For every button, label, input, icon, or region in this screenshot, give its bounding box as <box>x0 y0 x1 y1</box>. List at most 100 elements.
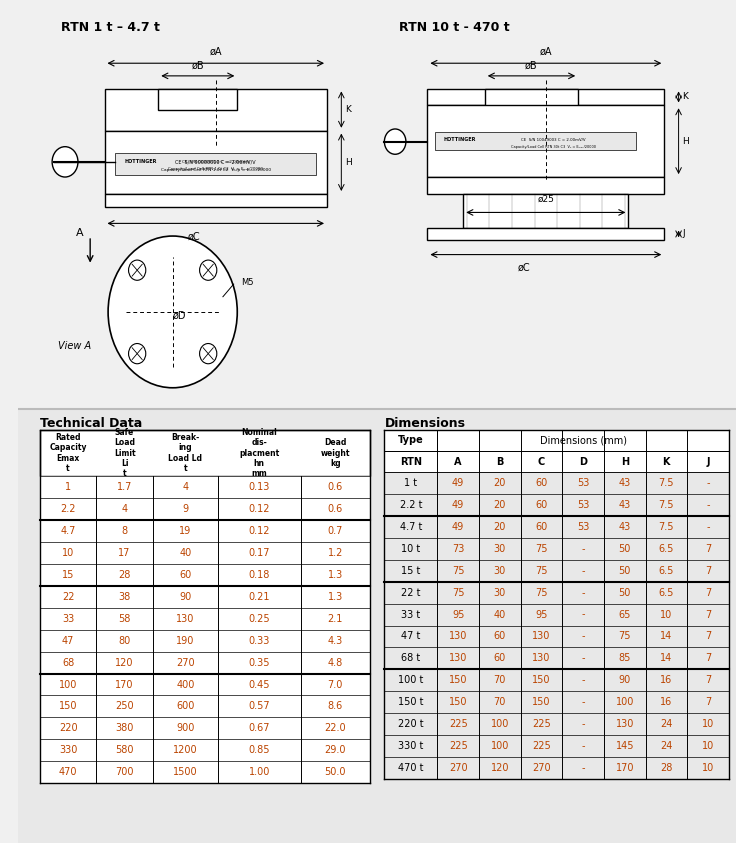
Text: 24: 24 <box>660 719 673 729</box>
Text: 0.21: 0.21 <box>249 592 270 602</box>
Circle shape <box>129 260 146 281</box>
Text: C: C <box>538 457 545 466</box>
Text: 150: 150 <box>449 675 467 685</box>
Text: 1200: 1200 <box>173 745 198 755</box>
Bar <box>105 194 327 207</box>
Text: HOTTINGER: HOTTINGER <box>443 137 475 142</box>
Text: 43: 43 <box>618 522 631 532</box>
Text: 150: 150 <box>532 675 551 685</box>
Text: 8: 8 <box>121 526 127 536</box>
Text: H: H <box>682 137 689 146</box>
Text: -: - <box>581 588 585 598</box>
Bar <box>384 430 729 451</box>
Text: 60: 60 <box>535 500 548 510</box>
Text: Capacity/Load Cell RTN 1.0t C2  Vₙ = Eₘₐₓ/20000: Capacity/Load Cell RTN 1.0t C2 Vₙ = Eₘₐₓ… <box>169 167 263 170</box>
Text: Technical Data: Technical Data <box>40 417 142 430</box>
Text: 49: 49 <box>452 522 464 532</box>
Text: RTN 10 t - 470 t: RTN 10 t - 470 t <box>399 21 509 34</box>
Text: øA: øA <box>210 46 222 56</box>
Bar <box>384 451 729 472</box>
Text: -: - <box>581 675 585 685</box>
Text: Dead
weight
kg: Dead weight kg <box>320 438 350 468</box>
Text: øD: øD <box>173 311 187 321</box>
Text: K: K <box>662 457 670 466</box>
Text: HOTTINGER: HOTTINGER <box>124 159 157 164</box>
Text: 60: 60 <box>494 631 506 642</box>
Text: 50: 50 <box>618 544 631 554</box>
Bar <box>40 520 370 542</box>
Text: 170: 170 <box>615 763 634 773</box>
Bar <box>40 542 370 564</box>
Text: Nominal
dis-
placment
hn
mm: Nominal dis- placment hn mm <box>239 427 280 479</box>
Text: 0.18: 0.18 <box>249 570 270 580</box>
Text: 0.57: 0.57 <box>249 701 270 711</box>
Text: ø25: ø25 <box>537 195 554 204</box>
Text: 30: 30 <box>494 566 506 576</box>
Text: 30: 30 <box>494 588 506 598</box>
Text: CE  S/N 10049003 C = 2.00mV/V: CE S/N 10049003 C = 2.00mV/V <box>521 138 585 142</box>
Bar <box>40 608 370 630</box>
Text: 73: 73 <box>452 544 464 554</box>
Text: øB: øB <box>526 61 538 71</box>
Text: 225: 225 <box>449 741 467 751</box>
Text: Break-
ing
Load Ld
t: Break- ing Load Ld t <box>169 433 202 473</box>
Text: K: K <box>345 105 351 114</box>
Text: 95: 95 <box>452 609 464 620</box>
Text: 270: 270 <box>449 763 467 773</box>
Text: 0.67: 0.67 <box>249 723 270 733</box>
Text: 10: 10 <box>702 719 714 729</box>
Text: 120: 120 <box>491 763 509 773</box>
Text: 75: 75 <box>535 566 548 576</box>
Text: RTN 1 t – 4.7 t: RTN 1 t – 4.7 t <box>62 21 160 34</box>
Text: 330: 330 <box>59 745 77 755</box>
Text: 120: 120 <box>116 658 134 668</box>
Bar <box>40 717 370 739</box>
Text: 6.5: 6.5 <box>659 588 674 598</box>
Text: -: - <box>707 478 710 488</box>
Text: 14: 14 <box>660 653 673 663</box>
Text: 22 t: 22 t <box>401 588 420 598</box>
Text: 20: 20 <box>494 522 506 532</box>
Bar <box>485 89 578 110</box>
Text: 9: 9 <box>183 504 188 514</box>
Text: 30: 30 <box>494 544 506 554</box>
Text: 7.5: 7.5 <box>659 478 674 488</box>
Text: B: B <box>496 457 503 466</box>
Text: 75: 75 <box>535 588 548 598</box>
Text: 90: 90 <box>180 592 191 602</box>
Text: D: D <box>579 457 587 466</box>
Bar <box>40 674 370 695</box>
Text: 28: 28 <box>118 570 131 580</box>
Text: 24: 24 <box>660 741 673 751</box>
Text: 7.5: 7.5 <box>659 522 674 532</box>
Text: 130: 130 <box>449 653 467 663</box>
Text: 58: 58 <box>118 614 131 624</box>
Text: 17: 17 <box>118 548 131 558</box>
Text: 68 t: 68 t <box>401 653 420 663</box>
Text: 150 t: 150 t <box>398 697 424 707</box>
Bar <box>105 131 327 194</box>
Text: 100: 100 <box>615 697 634 707</box>
Circle shape <box>52 147 78 177</box>
Text: 0.12: 0.12 <box>249 504 270 514</box>
Text: 6.5: 6.5 <box>659 544 674 554</box>
Text: 7: 7 <box>705 675 711 685</box>
Text: 10 t: 10 t <box>401 544 420 554</box>
Text: 400: 400 <box>176 679 194 690</box>
Text: Safe
Load
Limit
Li
t: Safe Load Limit Li t <box>114 427 135 479</box>
Text: 75: 75 <box>452 566 464 576</box>
Bar <box>40 430 370 476</box>
Bar <box>40 630 370 652</box>
Bar <box>434 132 636 150</box>
Text: -: - <box>581 741 585 751</box>
Text: 7.0: 7.0 <box>328 679 343 690</box>
Text: -: - <box>581 566 585 576</box>
Text: 0.33: 0.33 <box>249 636 270 646</box>
Text: 130: 130 <box>532 653 551 663</box>
Circle shape <box>384 129 406 154</box>
Text: J: J <box>707 457 710 466</box>
Bar <box>428 228 664 240</box>
Bar <box>40 652 370 674</box>
Text: 0.85: 0.85 <box>249 745 270 755</box>
Text: 29.0: 29.0 <box>325 745 346 755</box>
